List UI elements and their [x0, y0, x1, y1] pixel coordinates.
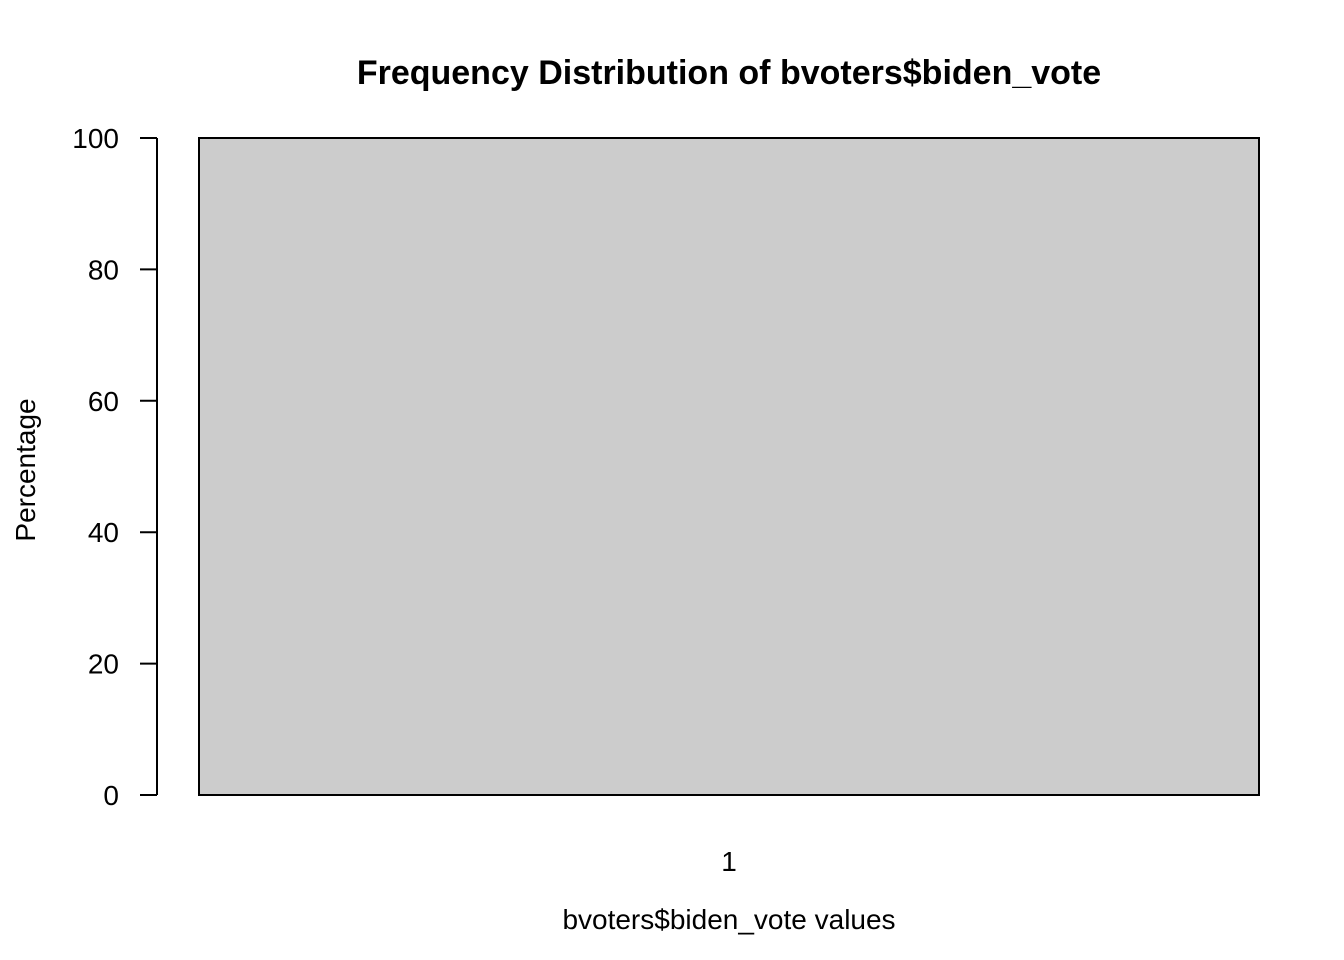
- x-tick-label: 1: [721, 846, 737, 877]
- y-tick-label: 60: [88, 386, 119, 417]
- y-axis: 0 20 40 60 80 100: [72, 123, 158, 811]
- bar: [198, 137, 1260, 796]
- y-tick-label: 80: [88, 254, 119, 285]
- y-tick-label: 40: [88, 517, 119, 548]
- y-tick-label: 100: [72, 123, 119, 154]
- chart-title: Frequency Distribution of bvoters$biden_…: [357, 54, 1101, 92]
- x-axis-ticks: 1: [721, 846, 737, 877]
- y-tick-label: 0: [103, 780, 119, 811]
- bars: [198, 137, 1260, 796]
- y-tick-label: 20: [88, 649, 119, 680]
- y-axis-label: Percentage: [10, 398, 41, 541]
- x-axis-label: bvoters$biden_vote values: [562, 904, 895, 935]
